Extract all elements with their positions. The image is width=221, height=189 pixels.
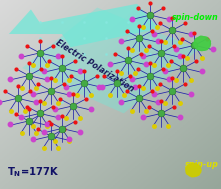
Text: spin-down: spin-down: [172, 12, 219, 22]
Polygon shape: [194, 36, 211, 51]
Polygon shape: [9, 4, 159, 47]
Polygon shape: [22, 8, 199, 113]
Text: spin-up: spin-up: [185, 160, 219, 169]
Polygon shape: [186, 163, 201, 177]
Text: Electric Polarization: Electric Polarization: [54, 38, 136, 94]
Text: $\mathregular{T_N}$=177K: $\mathregular{T_N}$=177K: [7, 165, 59, 179]
